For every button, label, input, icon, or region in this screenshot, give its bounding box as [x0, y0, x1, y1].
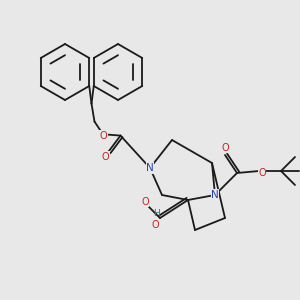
Text: H: H: [153, 208, 159, 217]
Text: O: O: [141, 197, 149, 207]
Text: O: O: [258, 168, 266, 178]
Text: N: N: [211, 190, 219, 200]
Text: N: N: [146, 163, 154, 173]
Text: O: O: [151, 220, 159, 230]
Text: O: O: [221, 143, 229, 153]
Text: O: O: [102, 152, 109, 162]
Text: O: O: [100, 130, 107, 141]
